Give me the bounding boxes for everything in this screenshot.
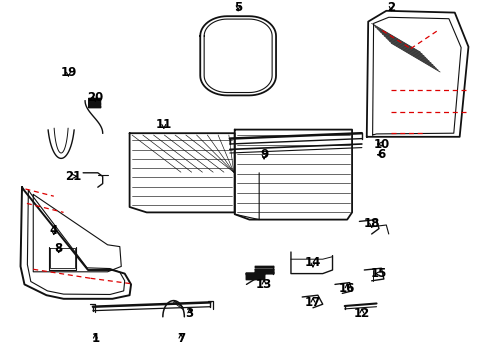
Text: 14: 14: [304, 256, 321, 269]
Text: 20: 20: [87, 91, 103, 104]
Text: 7: 7: [177, 332, 184, 345]
Text: 17: 17: [304, 296, 321, 309]
Text: 10: 10: [372, 138, 389, 150]
Text: 9: 9: [260, 148, 267, 161]
Text: 2: 2: [386, 1, 394, 14]
Text: 3: 3: [185, 307, 193, 320]
Text: 21: 21: [65, 170, 81, 183]
Text: 19: 19: [60, 66, 77, 78]
Text: 16: 16: [338, 282, 355, 294]
Text: 8: 8: [55, 242, 62, 255]
Text: 18: 18: [363, 217, 379, 230]
Text: 5: 5: [234, 1, 242, 14]
Text: 4: 4: [50, 224, 58, 237]
Text: 13: 13: [255, 278, 272, 291]
Text: 1: 1: [91, 332, 99, 345]
Text: 11: 11: [155, 118, 172, 131]
Text: 12: 12: [353, 307, 369, 320]
Text: 15: 15: [370, 267, 386, 280]
Text: 6: 6: [377, 148, 385, 161]
